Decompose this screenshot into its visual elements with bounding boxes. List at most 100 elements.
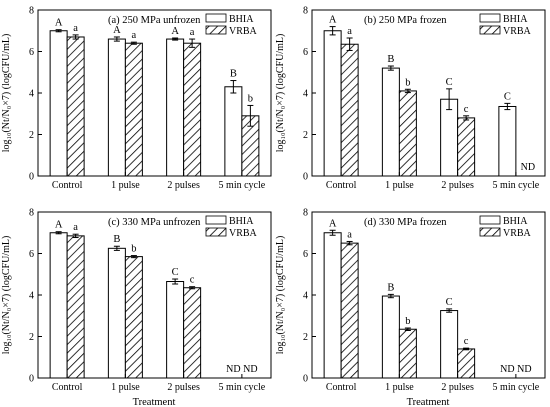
legend-swatch-bhia: [205, 13, 227, 23]
panel-b: (b) 250 MPa frozen BHIA VRBA Aa Bb Cc C ND 0…: [275, 6, 546, 192]
bar-vrba: [340, 242, 359, 379]
legend-swatch-vrba: [205, 227, 227, 237]
x-tick-label: 1 pulse: [111, 382, 140, 393]
significance-letter: C: [504, 91, 511, 102]
bar-bhia: [498, 105, 517, 177]
x-tick-label: 1 pulse: [385, 180, 414, 191]
significance-letter: b: [405, 77, 410, 88]
significance-letter: c: [190, 275, 195, 286]
bar-vrba: [66, 36, 85, 177]
significance-letter: C: [446, 297, 453, 308]
y-tick-label: 0: [303, 172, 308, 183]
bar-bhia: [224, 86, 243, 177]
legend-label-vrba: VRBA: [229, 228, 258, 239]
legend-swatch-bhia: [205, 215, 227, 225]
x-tick-label: 2 pulses: [441, 180, 474, 191]
bar-bhia: [107, 38, 126, 177]
bar-bhia: [323, 30, 342, 177]
y-tick-label: 8: [303, 208, 308, 219]
bar-bhia: [323, 232, 342, 379]
y-tick-label: 8: [29, 6, 34, 17]
axes: 0 2 4 6 8 log₁₀(Nt/N₀×7) (logCFU/mL) Control 1 …: [1, 208, 266, 394]
legend-label-vrba: VRBA: [503, 26, 532, 37]
bar-marks: Aa Bb Cc C ND: [323, 15, 535, 177]
panel-title: (b) 250 MPa frozen: [364, 15, 447, 26]
axes: 0 2 4 6 8 log₁₀(Nt/N₀×7) (logCFU/mL) Control 1 …: [275, 208, 540, 394]
bar-vrba: [183, 287, 202, 379]
y-tick-label: 6: [303, 47, 308, 58]
significance-letter: a: [73, 23, 78, 34]
not-detected-label: ND ND: [500, 364, 531, 375]
significance-letter: A: [171, 26, 179, 37]
x-tick-label: Control: [52, 382, 83, 393]
significance-letter: a: [347, 229, 352, 240]
significance-letter: C: [172, 267, 179, 278]
significance-letter: c: [464, 104, 469, 115]
bar-bhia: [49, 30, 68, 177]
bar-vrba: [183, 42, 202, 177]
x-tick-label: 5 min cycle: [219, 382, 266, 393]
bar-vrba: [398, 328, 417, 379]
significance-letter: a: [190, 27, 195, 38]
bar-bhia: [49, 232, 68, 379]
significance-letter: B: [387, 282, 394, 293]
bar-vrba: [124, 256, 143, 379]
significance-letter: b: [248, 93, 253, 104]
y-tick-label: 4: [29, 291, 34, 302]
y-tick-label: 2: [29, 332, 34, 343]
bar-bhia: [440, 98, 459, 177]
legend-swatch-vrba: [479, 25, 501, 35]
panel-title: (a) 250 MPa unfrozen: [108, 15, 201, 26]
y-tick-label: 6: [29, 249, 34, 260]
y-tick-label: 6: [303, 249, 308, 260]
bar-vrba: [124, 42, 143, 177]
x-tick-label: Control: [326, 180, 357, 191]
significance-letter: C: [446, 77, 453, 88]
bar-bhia: [440, 310, 459, 379]
not-detected-label: ND ND: [226, 364, 257, 375]
axes: 0 2 4 6 8 log₁₀(Nt/N₀×7) (logCFU/mL) Control 1 …: [275, 6, 540, 192]
significance-letter: A: [55, 220, 63, 231]
y-tick-label: 0: [303, 374, 308, 385]
legend-swatch-vrba: [205, 25, 227, 35]
significance-letter: B: [387, 54, 394, 65]
legend-swatch-bhia: [479, 215, 501, 225]
x-tick-label: 1 pulse: [385, 382, 414, 393]
bar-bhia: [107, 247, 126, 379]
bar-vrba: [340, 43, 359, 177]
legend-label-bhia: BHIA: [229, 14, 254, 25]
panel-title: (d) 330 MPa frozen: [364, 217, 447, 228]
x-tick-label: 2 pulses: [167, 382, 200, 393]
significance-letter: c: [464, 336, 469, 347]
x-tick-label: 2 pulses: [441, 382, 474, 393]
bar-marks: Aa Bb Cc ND ND: [323, 218, 532, 379]
y-tick-label: 2: [303, 332, 308, 343]
significance-letter: A: [329, 15, 337, 26]
x-tick-label: 5 min cycle: [219, 180, 266, 191]
significance-letter: A: [329, 218, 337, 229]
bar-vrba: [66, 235, 85, 379]
panel-title: (c) 330 MPa unfrozen: [108, 217, 201, 228]
significance-letter: a: [132, 30, 137, 41]
significance-letter: b: [131, 244, 136, 255]
significance-letter: A: [113, 25, 121, 36]
significance-letter: B: [113, 234, 120, 245]
not-detected-label: ND: [521, 162, 535, 173]
panel-d: (d) 330 MPa frozen BHIA VRBA Aa Bb Cc ND ND…: [275, 208, 546, 407]
significance-letter: b: [405, 316, 410, 327]
y-tick-label: 2: [29, 130, 34, 141]
significance-letter: a: [73, 222, 78, 233]
legend-label-bhia: BHIA: [229, 216, 254, 227]
bar-bhia: [381, 67, 400, 177]
legend: BHIA VRBA: [205, 215, 258, 239]
bar-vrba: [457, 117, 476, 177]
y-axis-title: log₁₀(Nt/N₀×7) (logCFU/mL): [275, 236, 286, 355]
x-tick-label: 1 pulse: [111, 180, 140, 191]
x-tick-label: 5 min cycle: [493, 180, 540, 191]
bar-vrba: [398, 90, 417, 177]
bar-vrba: [457, 348, 476, 379]
legend: BHIA VRBA: [479, 13, 532, 37]
